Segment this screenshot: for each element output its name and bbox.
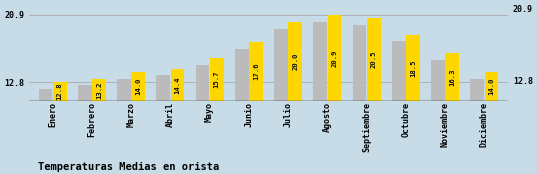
Text: 14.0: 14.0 (135, 78, 141, 95)
Bar (156, 75, 170, 101)
Bar (210, 58, 223, 101)
Bar (445, 53, 459, 101)
Bar (274, 29, 288, 101)
Bar (92, 79, 106, 101)
Text: 20.5: 20.5 (371, 51, 377, 68)
Bar (78, 85, 92, 101)
Bar (367, 18, 381, 101)
Text: Temperaturas Medias en orista: Temperaturas Medias en orista (38, 162, 219, 172)
Text: 15.7: 15.7 (214, 71, 220, 88)
Text: 18.5: 18.5 (410, 59, 416, 77)
Bar (328, 15, 342, 101)
Bar (406, 35, 420, 101)
Bar (39, 89, 53, 101)
Text: 12.8: 12.8 (56, 83, 63, 100)
Bar (117, 79, 131, 101)
Text: 17.6: 17.6 (253, 63, 259, 80)
Bar (470, 79, 484, 101)
Bar (392, 41, 406, 101)
Text: 16.3: 16.3 (449, 68, 455, 86)
Text: 14.0: 14.0 (489, 78, 495, 95)
Bar (431, 60, 445, 101)
Text: 20.0: 20.0 (292, 53, 298, 70)
Bar (353, 25, 366, 101)
Bar (249, 42, 263, 101)
Bar (288, 22, 302, 101)
Bar (235, 49, 249, 101)
Text: 13.2: 13.2 (96, 81, 102, 99)
Bar (484, 72, 498, 101)
Bar (171, 69, 184, 101)
Bar (53, 82, 67, 101)
Bar (131, 72, 145, 101)
Text: 14.4: 14.4 (175, 76, 180, 94)
Bar (314, 22, 327, 101)
Bar (195, 65, 209, 101)
Text: 20.9: 20.9 (331, 49, 337, 67)
